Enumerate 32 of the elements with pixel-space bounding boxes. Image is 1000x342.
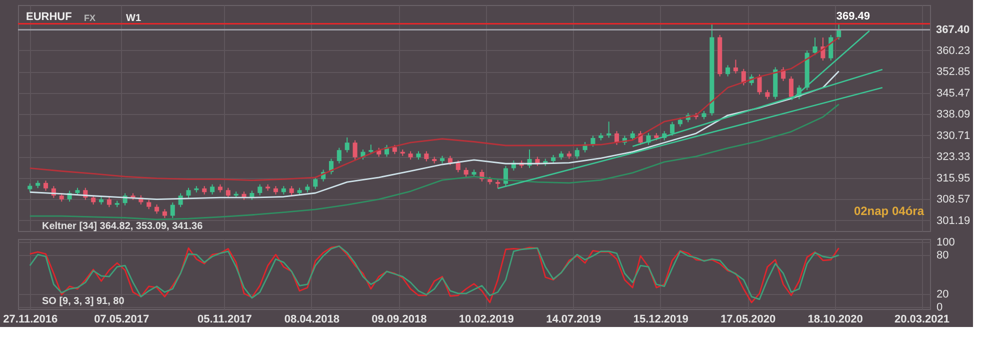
- x-tick-label: 07.05.2017: [94, 314, 150, 326]
- y-tick-label: 308.57: [936, 194, 970, 206]
- annotation: FX: [84, 13, 96, 23]
- y-tick-label: 345.47: [936, 87, 970, 100]
- annotation: Keltner [34] 364.82, 353.09, 341.36: [42, 221, 204, 232]
- x-tick-label: 18.10.2020: [808, 314, 863, 326]
- y-tick-label: 338.09: [936, 108, 970, 121]
- ref-line-label: 367.40: [936, 24, 970, 36]
- ref-line-label: 369.49: [836, 10, 870, 23]
- x-tick-label: 14.07.2019: [546, 314, 602, 326]
- y-tick-label: 0: [936, 302, 943, 314]
- y-tick-label: 330.71: [936, 130, 970, 142]
- y-tick-label: 352.85: [936, 66, 970, 78]
- annotation: SO [9, 3, 3] 91, 80: [42, 296, 125, 307]
- y-tick-label: 360.23: [936, 44, 970, 57]
- annotation: W1: [126, 13, 142, 24]
- y-tick-label: 301.19: [936, 214, 970, 227]
- x-tick-label: 27.11.2016: [3, 314, 58, 326]
- annotation: EURHUF: [26, 11, 72, 23]
- x-tick-label: 15.12.2019: [633, 314, 688, 326]
- x-tick-label: 10.02.2019: [458, 314, 514, 326]
- y-tick-label: 323.33: [936, 151, 970, 164]
- x-tick-label: 09.09.2018: [372, 314, 427, 326]
- y-tick-label: 80: [936, 250, 949, 262]
- x-tick-label: 08.04.2018: [284, 314, 340, 326]
- y-tick-label: 100: [936, 236, 955, 249]
- x-tick-label: 20.03.2021: [894, 314, 950, 326]
- x-tick-label: 05.11.2017: [197, 314, 252, 326]
- annotation: 02nap 04óra: [854, 204, 924, 218]
- y-tick-label: 315.95: [936, 172, 970, 184]
- x-tick-label: 17.05.2020: [720, 314, 776, 326]
- y-tick-label: 20: [936, 288, 949, 301]
